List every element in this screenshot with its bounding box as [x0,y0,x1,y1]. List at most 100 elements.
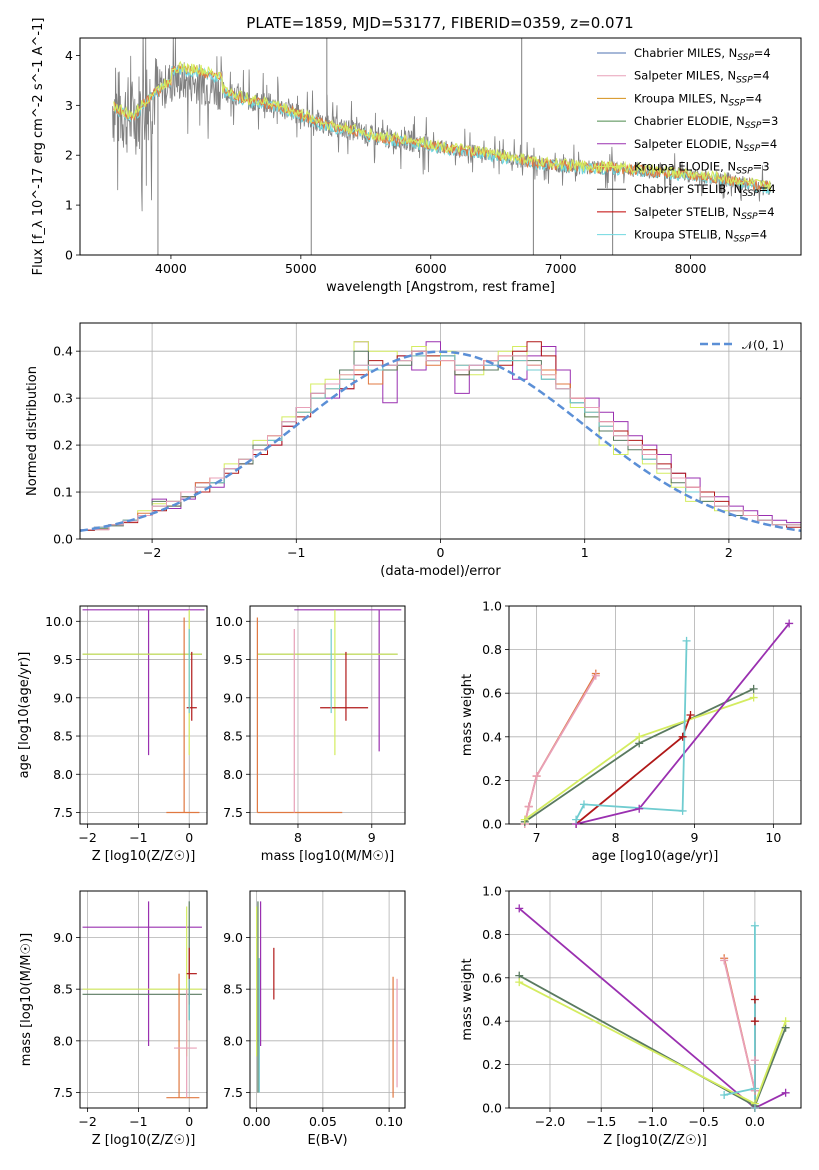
weight-line [523,673,597,824]
y-tick-label: 0.8 [482,927,502,942]
plus-marker [750,995,759,1004]
axes-frame [79,605,208,825]
panel-2: −2 −1 0 1 2 0.0 0.1 0.2 0.3 0.4 (data-model)/error… [25,322,802,579]
plus-marker [781,1088,790,1097]
plus-marker [686,711,695,719]
panel-3: −2 −1 0 7.5 8.0 8.5 9.0 9.5 10.0 Z [log10(Z/Z☉)] a… [17,605,208,864]
axes-frame [79,37,802,256]
legend-entry: Kroupa STELIB, NSSP=4 [634,228,767,245]
plus-marker [785,619,794,628]
x-tick-label: 10 [765,830,781,845]
x-tick-label: 2 [725,545,733,560]
y-tick-label: 1.0 [482,599,502,614]
weight-line [524,696,754,821]
plot-area [523,622,790,824]
axes-frame [249,605,406,825]
plus-marker [749,684,758,693]
axes-frame [508,605,802,825]
legend-entry: Chabrier MILES, NSSP=4 [634,46,771,63]
y-tick-label: 8.0 [53,1033,73,1048]
y-axis-label: Normed distribution [25,366,40,496]
plus-marker [750,921,759,930]
x-axis-label: Z [log10(Z/Z☉)] [92,849,196,864]
panel-5: 7 8 9 10 0.0 0.2 0.4 0.6 0.8 1.0 age [log10(age/yr… [460,599,802,864]
plus-marker [579,800,588,809]
x-tick-label: 7000 [545,261,577,276]
panel-4: 8 9 7.5 8.0 8.5 9.0 9.5 10.0 mass [log10(M/M☉)] [215,605,406,864]
y-tick-label: 0.4 [482,1014,502,1029]
spectrum-legend: Chabrier MILES, NSSP=4 Salpeter MILES, NS… [597,46,778,245]
gaussian-curve [80,350,801,533]
legend-entry: Chabrier ELODIE, NSSP=3 [634,114,778,131]
plus-marker [720,1090,729,1099]
x-axis-label: Z [log10(Z/Z☉)] [92,1133,196,1148]
plus-marker [750,1084,759,1093]
y-tick-label: 8.5 [53,982,73,997]
y-tick-label: 4 [65,48,73,63]
legend-entry: Salpeter MILES, NSSP=4 [634,69,770,86]
axes-frame [249,890,406,1109]
y-tick-label: 1 [65,198,73,213]
y-tick-label: 0.0 [482,817,502,832]
x-axis-label: E(B-V) [307,1133,347,1148]
plot-area [80,341,801,533]
y-axis-label: Flux [f_λ 10^-17 erg cm^-2 s^-1 A^-1] [31,18,46,276]
x-tick-label: 0 [185,1114,193,1129]
y-tick-label: 0.1 [53,485,73,500]
x-axis-label: age [log10(age/yr)] [592,849,719,864]
plot-area [112,38,772,255]
y-tick-label: 0.0 [53,532,73,547]
x-tick-label: −2.0 [535,1114,565,1129]
y-tick-label: 0 [65,248,73,263]
weight-line [518,907,786,1108]
legend-entry: Chabrier STELIB, NSSP=4 [634,182,776,199]
panel-8: −2.0 −1.5 −1.0 −0.5 0.0 0.0 0.2 0.4 0.6 0.8 1.0 Z [… [460,884,802,1148]
y-tick-label: 0.8 [482,642,502,657]
y-tick-label: 0.2 [53,438,73,453]
legend-entry: Kroupa MILES, NSSP=4 [634,91,762,108]
x-tick-label: −2 [78,830,96,845]
spectrum-model-line [113,60,772,191]
y-tick-label: 8.5 [53,729,73,744]
histogram-step [80,350,801,531]
y-tick-label: 3 [65,98,73,113]
plus-marker [532,772,541,781]
y-axis-label: mass weight [460,674,475,756]
x-tick-label: −2 [78,1114,96,1129]
weight-line [575,640,688,821]
x-tick-label: −1.0 [637,1114,667,1129]
x-tick-label: 8 [612,830,620,845]
y-tick-label: 7.5 [53,805,73,820]
y-tick-label: 10.0 [45,614,73,629]
plot-area [256,901,398,1098]
y-tick-label: 0.2 [482,1057,502,1072]
figure-title: PLATE=1859, MJD=53177, FIBERID=0359, z=0… [246,14,633,32]
y-tick-label: 1.0 [482,884,502,899]
panel-1: 4000 5000 6000 7000 8000 0 1 2 3 4 wavelength [Ang… [31,18,802,295]
y-tick-label: 7.5 [223,805,243,820]
weight-line [723,960,756,1091]
y-tick-label: 8.0 [53,767,73,782]
axes-frame [79,890,208,1109]
plus-marker [749,693,758,702]
panel-7: 0.00 0.05 0.10 7.5 8.0 8.5 9.0 E(B-V) [223,890,406,1148]
y-tick-label: 0.6 [482,970,502,985]
plus-marker [524,802,533,811]
weight-line [523,675,597,824]
x-axis-label: mass [log10(M/M☉)] [261,849,394,864]
x-tick-label: 6000 [415,261,447,276]
legend-entry: Salpeter STELIB, NSSP=4 [634,205,775,222]
plus-marker [750,1017,759,1026]
weight-line [724,925,756,1108]
x-tick-label: 9 [368,830,376,845]
y-axis-label: mass weight [460,958,475,1040]
y-tick-label: 0.2 [482,773,502,788]
y-axis-label: age [log10(age/yr)] [17,652,32,779]
plus-marker [678,732,687,741]
plus-marker [515,978,524,987]
y-tick-label: 9.0 [223,930,243,945]
x-tick-label: 0 [437,545,445,560]
x-tick-label: −1 [129,830,147,845]
y-tick-label: 7.5 [53,1085,73,1100]
